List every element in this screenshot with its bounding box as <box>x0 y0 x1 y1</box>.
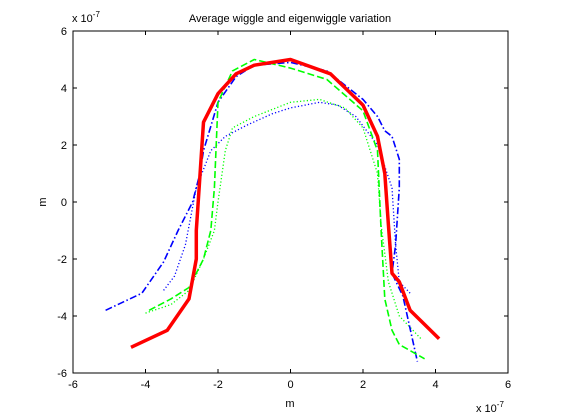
y-tick-label: 2 <box>61 140 67 152</box>
y-exponent-label: x 10-7 <box>72 10 100 25</box>
x-tick-label: 6 <box>505 379 511 391</box>
x-tick-label: 4 <box>432 379 438 391</box>
y-exponent-power: -7 <box>93 10 101 19</box>
x-tick-label: 2 <box>360 379 366 391</box>
y-axis-label: m <box>37 197 49 206</box>
x-tick-label: -6 <box>68 379 78 391</box>
y-tick-label: -4 <box>57 311 67 323</box>
x-exponent-base: x 10 <box>476 403 497 415</box>
series-layer <box>105 57 441 362</box>
chart-title: Average wiggle and eigenwiggle variation <box>189 13 391 25</box>
y-exponent-base: x 10 <box>72 13 93 25</box>
x-tick-label: -4 <box>141 379 151 391</box>
y-tick-label: 6 <box>61 26 67 38</box>
tick-layer: -6 -4 -2 0 2 4 6 -6 -4 -2 0 2 4 6 <box>57 26 511 391</box>
y-tick-label: -2 <box>57 254 67 266</box>
x-axis-label: m <box>285 398 294 410</box>
x-exponent-power: -7 <box>497 400 505 409</box>
y-tick-label: 4 <box>61 83 67 95</box>
plot-area <box>73 31 508 373</box>
x-tick-label: 0 <box>287 379 293 391</box>
series-line-1 <box>130 57 441 349</box>
x-tick-label: -2 <box>213 379 223 391</box>
y-tick-label: 0 <box>61 197 67 209</box>
x-exponent-label: x 10-7 <box>476 400 504 415</box>
y-tick-label: -6 <box>57 368 67 380</box>
